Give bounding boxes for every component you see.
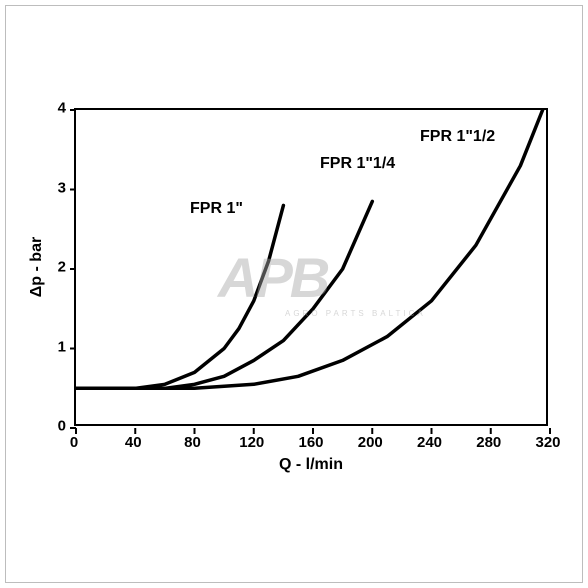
watermark-sub: AGRO PARTS BALTICA — [285, 309, 426, 318]
watermark-main: APB — [218, 245, 327, 310]
x-tick-label: 80 — [184, 434, 201, 451]
x-tick-label: 0 — [70, 434, 78, 451]
y-tick-label: 0 — [50, 418, 66, 435]
series-label: FPR 1" — [190, 200, 243, 218]
x-tick-label: 320 — [535, 434, 560, 451]
series-label: FPR 1"1/2 — [420, 128, 495, 146]
y-tick-label: 3 — [50, 179, 66, 196]
y-axis-title: Δp - bar — [28, 237, 46, 297]
y-tick-label: 4 — [50, 100, 66, 117]
x-tick-label: 280 — [476, 434, 501, 451]
x-tick-label: 200 — [358, 434, 383, 451]
x-tick-label: 40 — [125, 434, 142, 451]
page: APB AGRO PARTS BALTICA Q - l/min Δp - ba… — [0, 0, 588, 588]
y-tick-label: 1 — [50, 338, 66, 355]
x-axis-title: Q - l/min — [279, 456, 343, 474]
x-tick-label: 240 — [417, 434, 442, 451]
series-label: FPR 1"1/4 — [320, 155, 395, 173]
x-tick-label: 120 — [239, 434, 264, 451]
y-tick-label: 2 — [50, 259, 66, 276]
x-tick-label: 160 — [298, 434, 323, 451]
